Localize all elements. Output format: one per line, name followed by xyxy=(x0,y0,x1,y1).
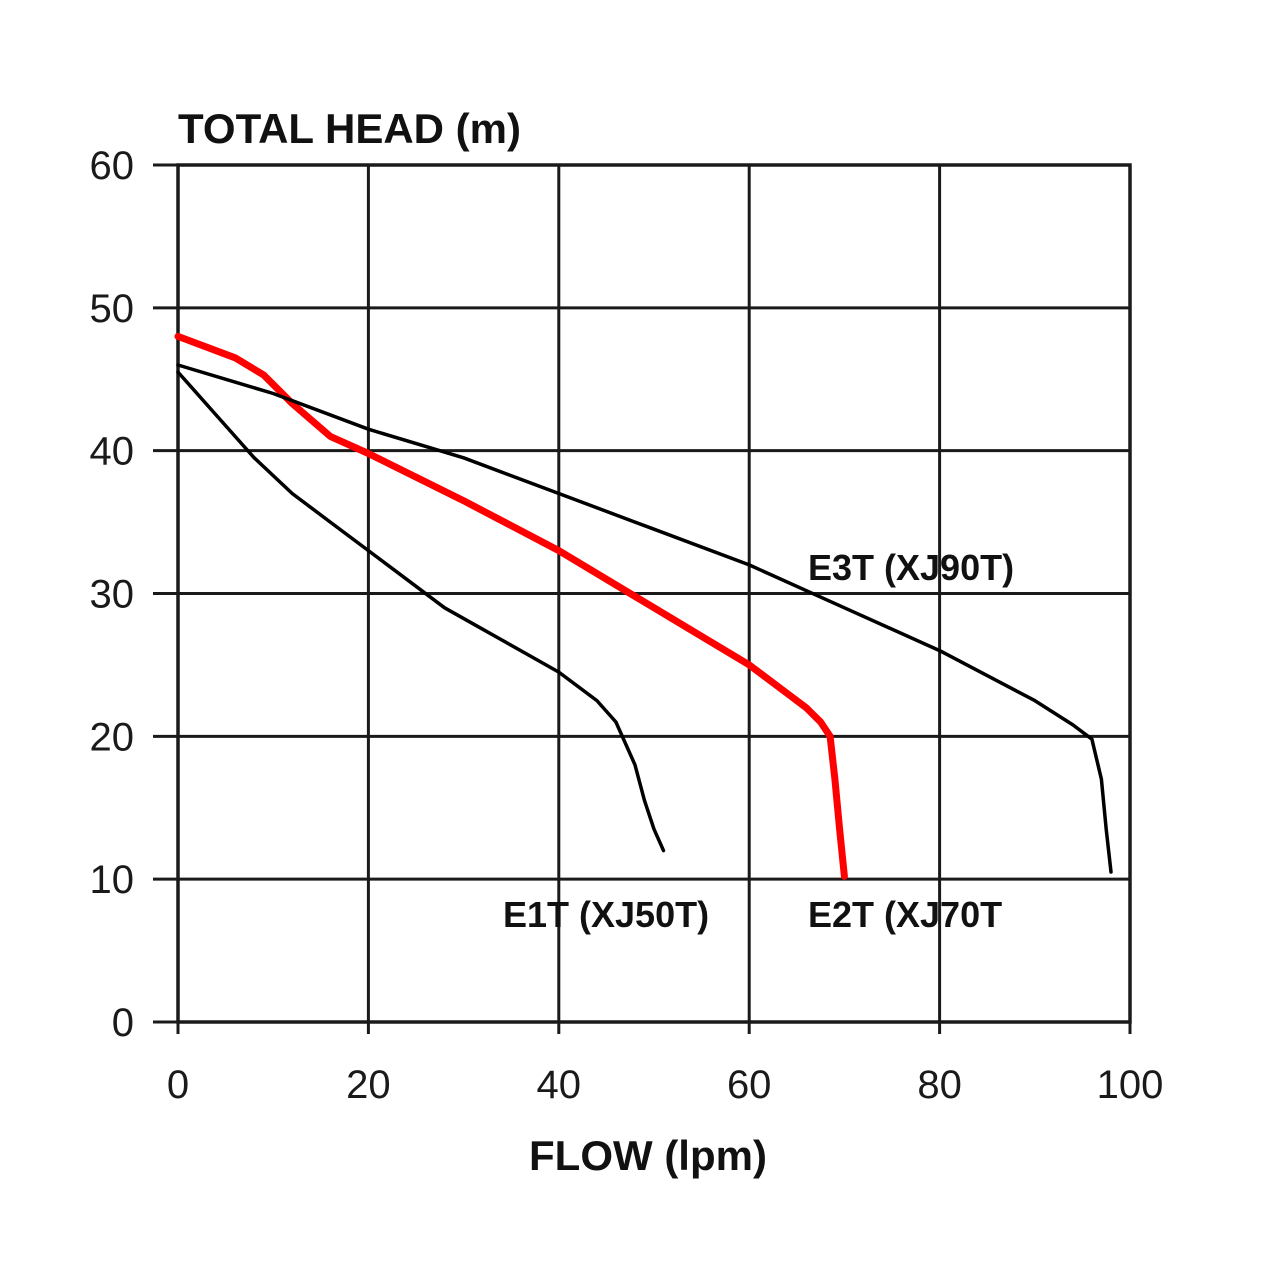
y-axis-title: TOTAL HEAD (m) xyxy=(178,105,521,152)
tick-labels: 0 20 40 60 80 100 0 10 20 30 40 50 60 xyxy=(90,144,1164,1107)
y-tick-label: 20 xyxy=(90,715,135,759)
series-line-e1t xyxy=(176,370,666,853)
y-tick-label: 0 xyxy=(112,1001,134,1045)
y-tick-label: 40 xyxy=(90,430,135,474)
y-tick-label: 10 xyxy=(90,858,135,902)
x-tick-label: 100 xyxy=(1097,1063,1164,1107)
x-tick-label: 0 xyxy=(167,1063,189,1107)
series-line-e2t xyxy=(174,332,848,880)
x-tick-label: 80 xyxy=(917,1063,962,1107)
series-label-e3t: E3T (XJ90T) xyxy=(808,547,1014,588)
series-label-e2t: E2T (XJ70T xyxy=(808,894,1002,935)
series-line-e3t xyxy=(176,363,1113,874)
y-tick-label: 50 xyxy=(90,287,135,331)
y-tick-label: 60 xyxy=(90,144,135,188)
series-label-e1t: E1T (XJ50T) xyxy=(503,894,709,935)
y-tick-label: 30 xyxy=(90,573,135,617)
x-tick-label: 60 xyxy=(727,1063,772,1107)
x-tick-label: 20 xyxy=(346,1063,391,1107)
x-axis-title: FLOW (lpm) xyxy=(529,1132,767,1179)
axis-ticks xyxy=(153,163,1132,1034)
series-lines xyxy=(174,332,1113,880)
gridlines xyxy=(176,163,1132,1024)
x-tick-label: 40 xyxy=(537,1063,582,1107)
